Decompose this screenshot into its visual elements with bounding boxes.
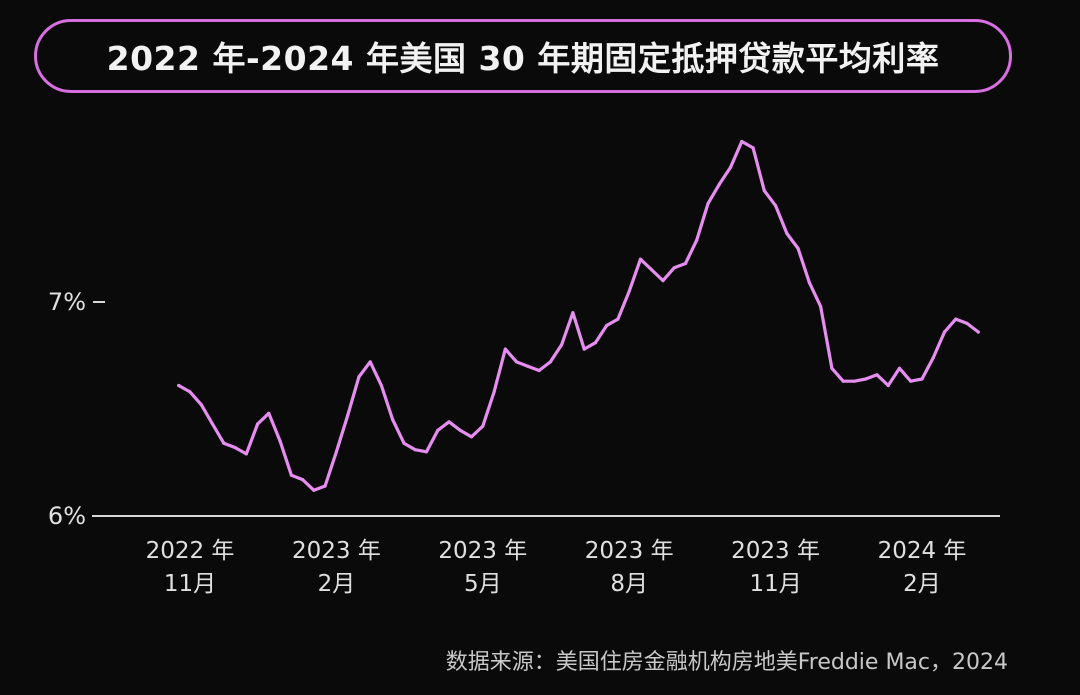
- data-point: [278, 439, 282, 443]
- data-point: [672, 266, 676, 270]
- data-point: [222, 441, 226, 445]
- data-point: [526, 364, 530, 368]
- y-axis: 6% 7%: [48, 288, 1000, 530]
- data-point: [301, 478, 305, 482]
- data-point: [571, 311, 575, 315]
- data-point: [886, 383, 890, 388]
- data-point: [920, 377, 924, 381]
- data-point: [717, 182, 721, 186]
- data-point: [413, 448, 417, 452]
- data-point: [515, 360, 519, 364]
- data-point: [605, 323, 609, 328]
- data-point: [965, 321, 969, 325]
- chart-title: 2022 年-2024 年美国 30 年期固定抵押贷款平均利率: [106, 39, 940, 78]
- data-point: [976, 330, 980, 334]
- data-point: [841, 379, 845, 383]
- data-point: [548, 360, 553, 364]
- data-point: [391, 418, 395, 422]
- data-point: [199, 403, 203, 407]
- data-point: [481, 424, 485, 428]
- data-point: [424, 450, 429, 454]
- x-tick-label-month: 11月: [749, 571, 801, 597]
- x-tick-label-month: 5月: [464, 571, 502, 597]
- data-point: [357, 375, 361, 379]
- data-point: [312, 488, 316, 492]
- series-group: [177, 139, 980, 492]
- data-point: [796, 246, 800, 251]
- data-point: [616, 317, 620, 321]
- data-point: [402, 441, 406, 445]
- data-point: [436, 428, 440, 432]
- x-tick-label-month: 2月: [903, 571, 941, 597]
- data-point: [627, 289, 631, 293]
- data-point: [942, 330, 947, 334]
- data-point: [909, 379, 913, 383]
- data-point: [683, 261, 688, 266]
- series-line: [177, 139, 980, 492]
- data-point: [289, 473, 293, 477]
- data-point: [740, 139, 744, 144]
- data-point: [244, 452, 248, 456]
- data-point: [379, 383, 383, 388]
- data-point: [661, 279, 665, 283]
- data-point: [807, 281, 812, 285]
- data-point: [875, 373, 879, 377]
- data-point: [830, 366, 834, 370]
- x-axis: 2022 年 11月 2023 年 2月 2023 年 5月 2023 年 8月 2023 年 1…: [146, 538, 967, 597]
- data-point: [458, 428, 462, 432]
- data-point: [256, 422, 260, 426]
- x-tick-label-month: 8月: [610, 571, 648, 597]
- source-note: 数据来源：美国住房金融机构房地美Freddie Mac，2024: [445, 650, 1008, 675]
- data-point: [334, 450, 338, 454]
- data-point: [492, 390, 496, 394]
- data-point: [582, 347, 586, 351]
- data-point: [368, 360, 372, 364]
- data-point: [188, 390, 192, 394]
- data-point: [954, 317, 958, 321]
- data-point: [706, 202, 710, 206]
- data-point: [785, 231, 789, 236]
- data-point: [210, 422, 215, 426]
- data-point: [323, 484, 327, 488]
- x-tick-label-year: 2024 年: [878, 538, 967, 564]
- data-point: [469, 435, 474, 439]
- data-point: [852, 379, 857, 383]
- data-point: [267, 411, 271, 415]
- x-tick-label-year: 2022 年: [146, 538, 235, 564]
- x-tick-label-month: 11月: [164, 571, 216, 597]
- data-point: [177, 383, 181, 388]
- data-point: [593, 341, 598, 345]
- x-tick-label-year: 2023 年: [731, 538, 820, 564]
- data-point: [774, 204, 778, 208]
- data-point: [729, 165, 733, 169]
- chart-title-frame: 2022 年-2024 年美国 30 年期固定抵押贷款平均利率: [34, 19, 1012, 93]
- x-tick-label-year: 2023 年: [585, 538, 674, 564]
- data-point: [897, 366, 902, 370]
- data-point: [819, 304, 823, 308]
- data-point: [650, 268, 654, 272]
- data-point: [864, 377, 868, 381]
- x-tick-label-month: 2月: [318, 571, 356, 597]
- x-tick-label-year: 2023 年: [438, 538, 527, 564]
- data-point: [447, 420, 451, 424]
- data-point: [931, 356, 935, 360]
- data-point: [638, 257, 643, 261]
- data-point: [346, 413, 350, 417]
- data-point: [751, 146, 755, 150]
- data-point: [695, 238, 699, 242]
- data-point: [233, 445, 237, 450]
- y-tick-label: 7%: [48, 288, 86, 316]
- data-point: [537, 368, 541, 373]
- data-point: [560, 343, 564, 347]
- x-tick-label-year: 2023 年: [292, 538, 381, 564]
- y-tick-label: 6%: [48, 502, 86, 530]
- data-point: [762, 189, 766, 193]
- data-point: [503, 347, 507, 351]
